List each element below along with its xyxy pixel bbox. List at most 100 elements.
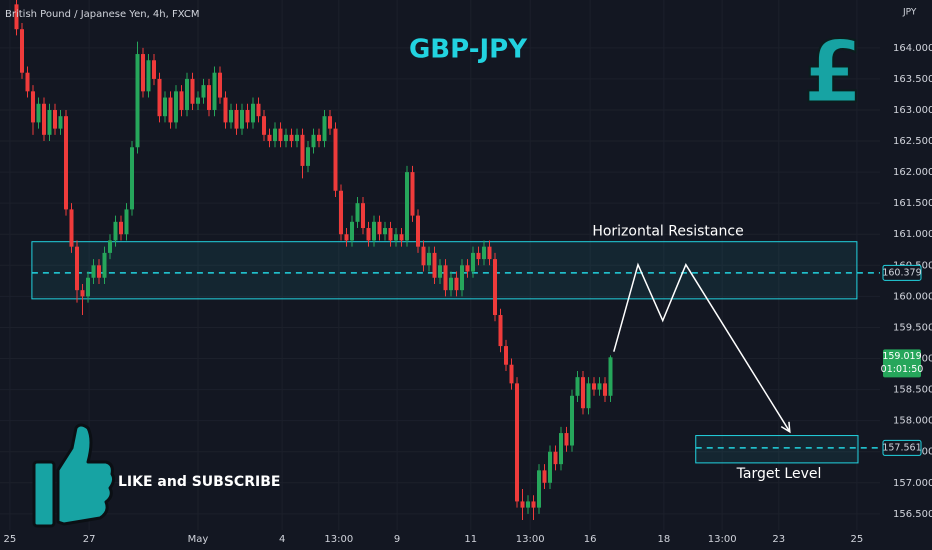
price-label: 157.561	[882, 442, 921, 453]
candle-body	[295, 134, 299, 142]
y-tick-label: 161.000	[893, 229, 932, 240]
candle-body	[185, 78, 189, 110]
candle-body	[322, 116, 327, 142]
candle-body	[42, 103, 46, 135]
candle-body	[333, 128, 338, 191]
call-to-action: LIKE and SUBSCRIBE	[118, 474, 280, 490]
chart-title: GBP-JPY	[409, 35, 528, 65]
y-tick-label: 158.500	[893, 385, 932, 396]
candle-body	[229, 109, 233, 123]
candle-body	[141, 54, 145, 92]
candle-body	[344, 234, 349, 241]
candle-body	[113, 221, 118, 241]
candle-body	[339, 190, 343, 235]
last-price-box	[883, 349, 921, 378]
candle-body	[234, 109, 239, 129]
y-tick-label: 162.500	[893, 136, 932, 147]
candle-body	[69, 209, 74, 247]
candle-body	[416, 215, 420, 247]
candle-body	[454, 277, 459, 291]
candle-body	[548, 451, 552, 483]
candle-body	[603, 383, 607, 396]
candle-body	[498, 315, 503, 347]
x-tick-label: 13:00	[708, 534, 737, 545]
candle-body	[196, 97, 200, 104]
zone-label: Horizontal Resistance	[592, 224, 743, 240]
candle-body	[14, 4, 19, 30]
candle-body	[256, 103, 261, 117]
candle-body	[608, 357, 613, 396]
candle-body	[135, 54, 140, 148]
candle-body	[278, 128, 283, 142]
x-tick-label: 23	[772, 534, 785, 545]
candle-body	[350, 221, 354, 241]
candle-body	[438, 265, 442, 278]
candle-body	[476, 252, 481, 260]
candle-body	[361, 203, 365, 229]
candle-body	[124, 209, 129, 235]
x-tick-label: 27	[83, 534, 96, 545]
candle-body	[537, 470, 541, 508]
y-tick-label: 163.500	[893, 74, 932, 85]
candle-body	[102, 252, 107, 278]
y-tick-label: 159.500	[893, 322, 932, 333]
arrow-head	[780, 421, 791, 434]
candle-body	[108, 240, 112, 253]
candle-body	[284, 134, 288, 142]
candle-body	[421, 246, 426, 266]
candle-body	[559, 433, 563, 465]
candle-body	[207, 85, 211, 110]
x-tick-label: 25	[4, 534, 17, 545]
candle-body	[311, 134, 316, 148]
candle-body	[553, 451, 558, 465]
thumbs-up-icon	[32, 423, 116, 528]
candle-body	[372, 221, 376, 241]
x-tick-label: 16	[584, 534, 597, 545]
candle-body	[168, 97, 173, 123]
x-tick-label: 11	[464, 534, 477, 545]
candle-body	[531, 501, 536, 508]
candle-body	[366, 228, 371, 241]
candle-body	[542, 470, 547, 483]
x-tick-label: 13:00	[324, 534, 353, 545]
candle-body	[388, 228, 393, 241]
candle-body	[570, 395, 574, 446]
candle-body	[383, 228, 387, 235]
candle-body	[581, 377, 585, 409]
candle-body	[75, 246, 79, 291]
candle-body	[174, 91, 178, 123]
candle-body	[394, 234, 398, 241]
candle-body	[119, 221, 123, 235]
candle-body	[592, 383, 596, 390]
overlay: 160.379 Horizontal Resistance 157.561 Targe…	[592, 224, 923, 482]
last-price-label: 159.019	[882, 351, 921, 362]
candle-body	[240, 109, 244, 129]
candle-body	[25, 72, 30, 92]
y-tick-label: 156.500	[893, 509, 932, 520]
candle-body	[223, 97, 228, 123]
candle-body	[460, 265, 464, 291]
candle-body	[515, 383, 519, 502]
candle-body	[91, 265, 96, 278]
candle-body	[218, 72, 222, 98]
candle-body	[273, 128, 277, 142]
candle-body	[504, 346, 508, 365]
y-tick-label: 161.500	[893, 198, 932, 209]
candle-body	[355, 203, 360, 222]
y-tick-label: 160.000	[893, 291, 932, 302]
projection-path	[613, 262, 791, 433]
candle-body	[317, 134, 321, 142]
countdown-label: 01:01:50	[881, 364, 924, 375]
currency-label: JPY	[902, 8, 917, 18]
candle-body	[427, 252, 431, 266]
y-tick-label: 163.000	[893, 105, 932, 116]
candle-body	[377, 221, 382, 235]
candle-body	[31, 91, 35, 123]
y-tick-label: 158.000	[893, 416, 932, 427]
candles	[14, 0, 613, 521]
price-label-box	[882, 264, 922, 281]
x-tick-label: 25	[851, 534, 864, 545]
candle-body	[493, 259, 497, 316]
candle-body	[97, 265, 101, 278]
